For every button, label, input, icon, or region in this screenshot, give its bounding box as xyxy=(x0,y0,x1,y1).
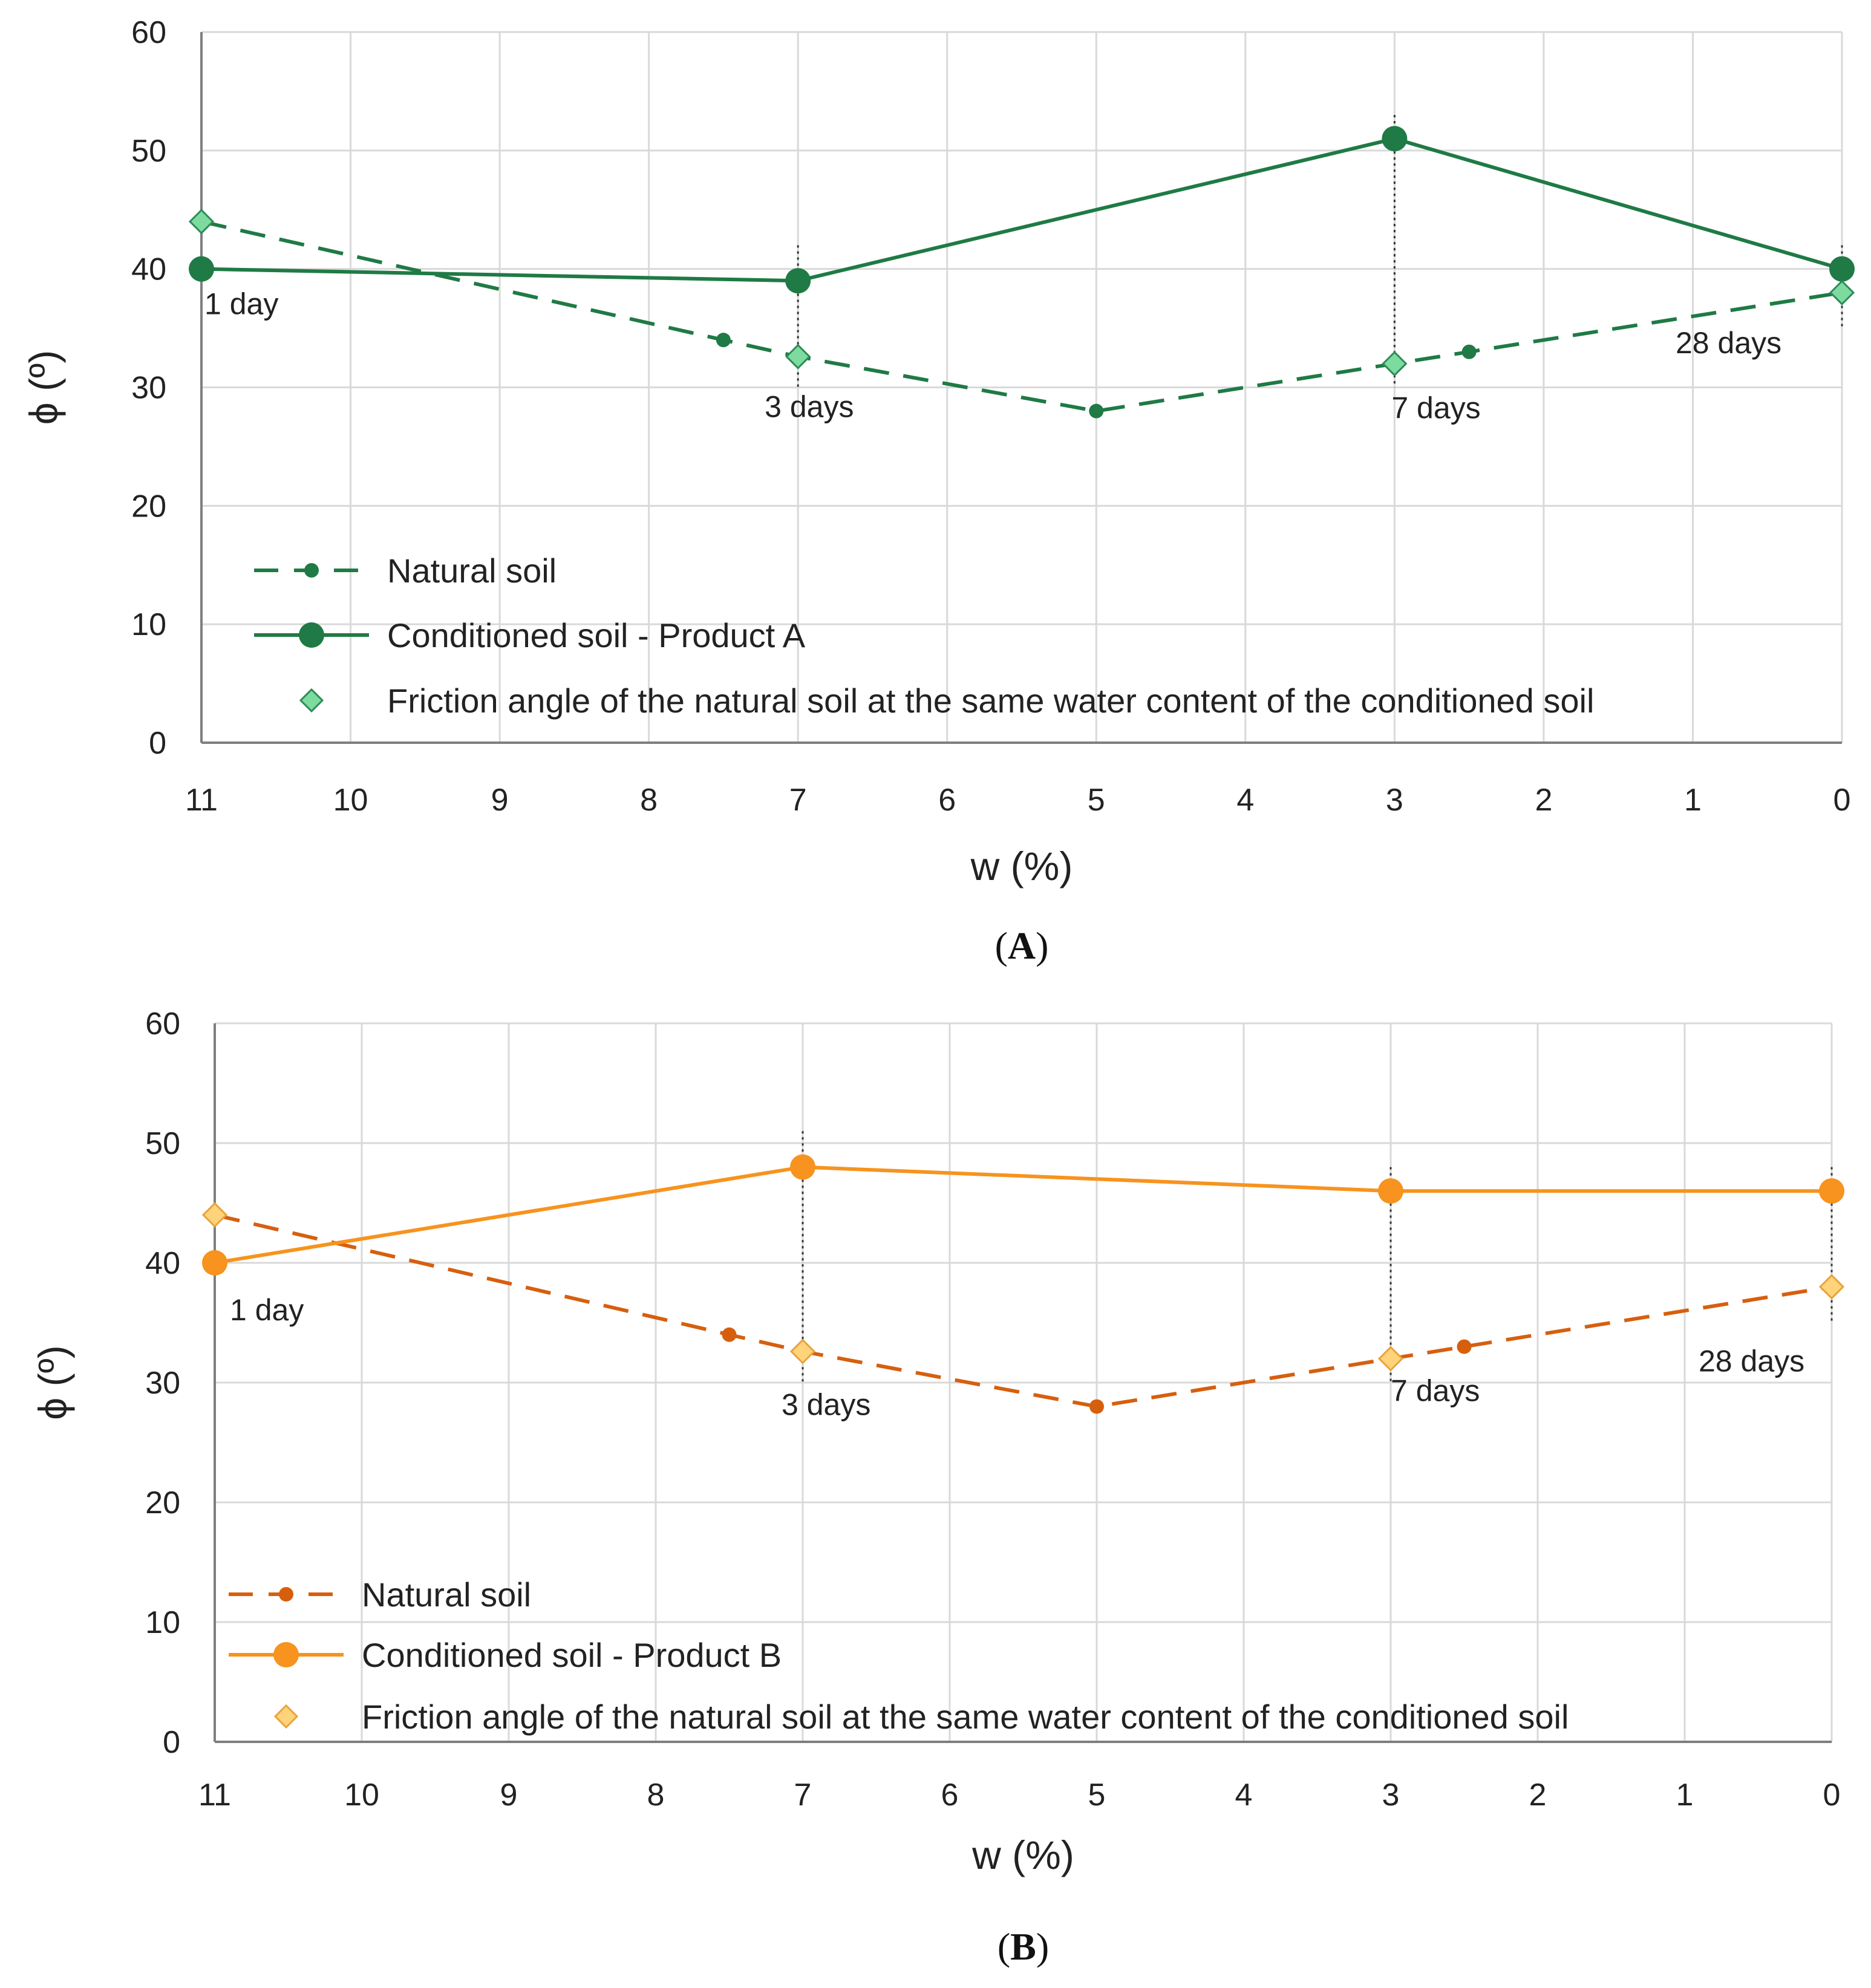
legend-friction-marker xyxy=(299,688,324,713)
friction-angle-point xyxy=(1377,1346,1404,1372)
y-tick-label: 20 xyxy=(145,1485,180,1520)
x-tick-label: 5 xyxy=(1088,1778,1106,1813)
friction-angle-point xyxy=(785,344,811,370)
y-axis-title: ϕ (º) xyxy=(21,350,66,425)
x-tick-label: 6 xyxy=(938,783,956,818)
panel-label-letter: A xyxy=(1008,924,1036,967)
natural-soil-point xyxy=(1457,1339,1472,1354)
day-annotation: 7 days xyxy=(1391,391,1480,425)
x-tick-label: 1 xyxy=(1684,783,1702,818)
conditioned-soil-line xyxy=(214,1165,1832,1265)
natural-soil-point xyxy=(1461,344,1477,359)
x-tick-label: 7 xyxy=(794,1778,812,1813)
x-tick-label: 5 xyxy=(1088,783,1105,818)
natural-soil-line xyxy=(201,220,1843,413)
conditioned-soil-point xyxy=(1829,256,1855,282)
friction-angle-point xyxy=(201,1202,228,1228)
natural-soil-point xyxy=(722,1327,737,1342)
y-tick-label: 10 xyxy=(131,607,166,642)
conditioned-soil-point xyxy=(1378,1178,1403,1204)
natural-soil-line xyxy=(214,1213,1832,1409)
y-tick-label: 60 xyxy=(145,1006,180,1041)
x-axis-title: w (%) xyxy=(970,844,1073,888)
conditioned-soil-point xyxy=(785,268,811,294)
x-tick-label: 2 xyxy=(1529,1778,1547,1813)
legend-natural-label: Natural soil xyxy=(387,552,557,590)
conditioned-soil-point xyxy=(202,1250,227,1276)
panel-label-close: ) xyxy=(1036,924,1048,967)
friction-angle-point xyxy=(1382,351,1408,377)
panel-label-close: ) xyxy=(1036,1925,1049,1968)
x-tick-label: 7 xyxy=(789,783,807,818)
legend-conditioned-label: Conditioned soil - Product A xyxy=(387,616,806,654)
x-tick-label: 8 xyxy=(647,1778,665,1813)
y-tick-label: 30 xyxy=(131,371,166,406)
y-axis-title: ϕ (º) xyxy=(30,1345,75,1419)
x-tick-label: 1 xyxy=(1676,1778,1694,1813)
day-annotation: 1 day xyxy=(204,287,278,321)
panel-label: (B) xyxy=(998,1925,1049,1968)
day-annotation: 1 day xyxy=(230,1293,304,1327)
natural-soil-point xyxy=(1089,403,1104,419)
x-tick-label: 11 xyxy=(198,1778,231,1813)
y-tick-label: 50 xyxy=(131,134,166,169)
day-annotation: 7 days xyxy=(1391,1374,1480,1407)
x-tick-label: 11 xyxy=(185,783,218,818)
x-tick-label: 3 xyxy=(1386,783,1403,818)
y-tick-label: 0 xyxy=(149,726,166,761)
legend-friction-label: Friction angle of the natural soil at th… xyxy=(362,1698,1569,1736)
x-tick-label: 2 xyxy=(1535,783,1552,818)
day-annotation: 3 days xyxy=(782,1388,870,1422)
x-tick-label: 0 xyxy=(1823,1778,1841,1813)
panel-label-open: ( xyxy=(998,1925,1010,1968)
x-tick-label: 9 xyxy=(491,783,509,818)
legend-friction-marker xyxy=(273,1704,299,1729)
friction-angle-point xyxy=(1829,279,1855,305)
y-tick-label: 20 xyxy=(131,489,166,524)
x-tick-label: 10 xyxy=(344,1778,379,1813)
y-tick-label: 10 xyxy=(145,1605,180,1640)
x-tick-label: 10 xyxy=(333,783,368,818)
legend-natural-label: Natural soil xyxy=(362,1576,531,1614)
x-tick-label: 8 xyxy=(640,783,658,818)
friction-angle-point xyxy=(1818,1274,1845,1300)
conditioned-soil-point xyxy=(790,1154,815,1180)
x-tick-label: 4 xyxy=(1236,783,1254,818)
natural-soil-point xyxy=(1089,1399,1104,1414)
y-tick-label: 40 xyxy=(145,1246,180,1281)
conditioned-soil-line xyxy=(201,137,1843,283)
panel-label-letter: B xyxy=(1010,1925,1036,1968)
friction-angle-point xyxy=(188,209,215,235)
y-tick-label: 0 xyxy=(163,1725,180,1760)
x-tick-label: 6 xyxy=(941,1778,959,1813)
panel-label: (A) xyxy=(995,924,1049,967)
y-tick-label: 40 xyxy=(131,252,166,287)
legend-conditioned-marker xyxy=(273,1642,299,1667)
x-axis-title: w (%) xyxy=(971,1833,1074,1877)
legend-natural-marker xyxy=(279,1587,293,1602)
legend-natural-marker xyxy=(304,563,319,578)
day-annotation: 28 days xyxy=(1676,326,1781,360)
y-tick-label: 60 xyxy=(131,15,166,50)
legend-friction-label: Friction angle of the natural soil at th… xyxy=(387,682,1594,720)
y-tick-label: 50 xyxy=(145,1126,180,1161)
x-tick-label: 4 xyxy=(1235,1778,1253,1813)
y-tick-label: 30 xyxy=(145,1366,180,1401)
friction-angle-point xyxy=(789,1338,816,1364)
x-tick-label: 9 xyxy=(500,1778,518,1813)
conditioned-soil-point xyxy=(1819,1178,1844,1204)
legend-conditioned-marker xyxy=(299,622,324,648)
conditioned-soil-point xyxy=(1382,126,1408,152)
x-tick-label: 0 xyxy=(1833,783,1851,818)
panel-label-open: ( xyxy=(995,924,1008,967)
conditioned-soil-point xyxy=(189,256,214,282)
legend-conditioned-label: Conditioned soil - Product B xyxy=(362,1636,782,1674)
day-annotation: 3 days xyxy=(765,390,854,424)
day-annotation: 28 days xyxy=(1699,1344,1804,1378)
natural-soil-point xyxy=(716,333,731,348)
x-tick-label: 3 xyxy=(1382,1778,1400,1813)
